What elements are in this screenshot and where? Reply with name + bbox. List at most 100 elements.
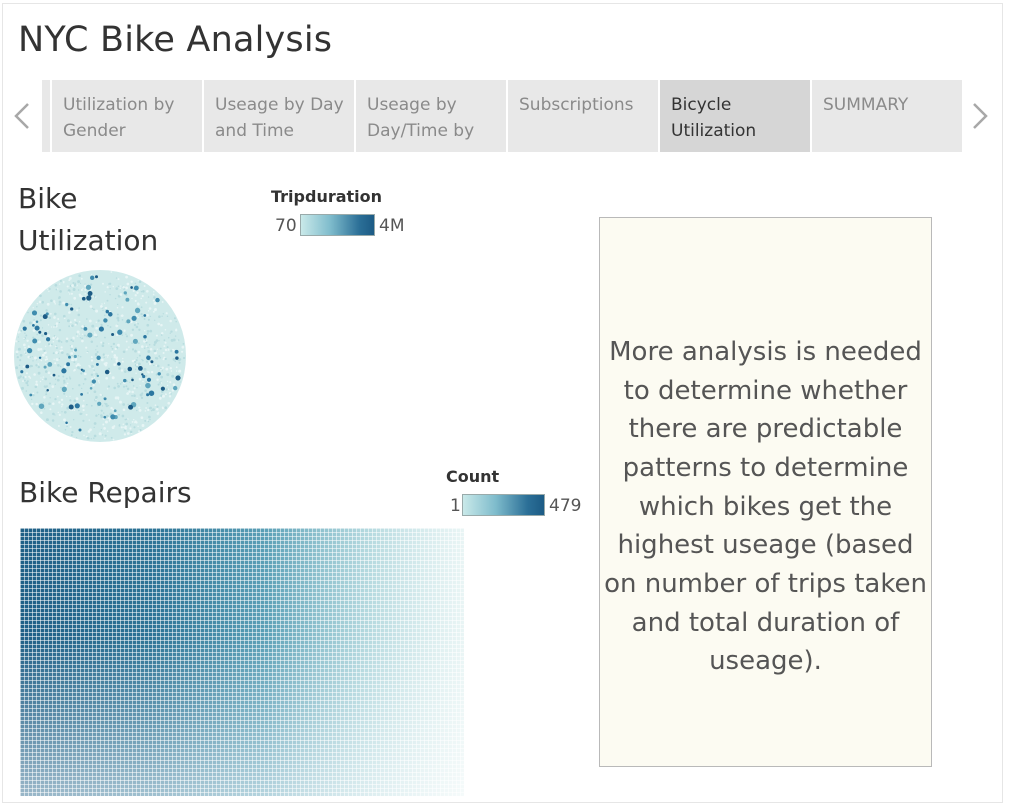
bike-bubble (32, 306, 34, 309)
bike-bubble (41, 378, 44, 381)
bike-bubble (72, 340, 75, 343)
bike-bubble (109, 372, 112, 375)
bike-bubble (43, 408, 46, 410)
bike-bubble (140, 290, 143, 293)
bike-bubble (20, 370, 24, 374)
bike-bubble (146, 370, 149, 373)
bike-bubble (59, 290, 62, 293)
bike-bubble (52, 352, 55, 355)
bike-bubble (35, 383, 39, 387)
bike-bubble (136, 365, 139, 368)
bike-bubble (120, 369, 124, 372)
bike-bubble (155, 357, 159, 360)
bike-bubble (148, 407, 151, 409)
bike-utilization-bubble-chart[interactable] (12, 268, 188, 444)
bike-bubble (35, 402, 38, 406)
bike-bubble (137, 342, 140, 345)
bike-bubble (162, 351, 165, 355)
bike-bubble (30, 398, 33, 401)
bike-bubble (81, 296, 86, 301)
previous-tab-button[interactable] (4, 80, 40, 152)
bike-bubble (138, 408, 142, 412)
bike-bubble (137, 425, 139, 428)
bike-bubble (95, 398, 97, 401)
bike-bubble (173, 385, 178, 391)
bike-bubble (57, 317, 60, 321)
bike-bubble (80, 277, 83, 280)
bike-bubble (68, 325, 71, 328)
bike-bubble (22, 365, 25, 368)
bike-bubble (44, 345, 47, 348)
bike-bubble (46, 302, 50, 306)
bike-bubble (44, 370, 48, 373)
bike-bubble (74, 282, 76, 284)
bike-bubble (107, 367, 111, 370)
bike-bubble (28, 321, 32, 325)
bike-bubble (92, 367, 94, 369)
bike-bubble (170, 393, 172, 395)
bike-bubble (22, 319, 26, 323)
bike-bubble (134, 360, 137, 363)
bike-bubble (105, 414, 109, 418)
bike-bubble (160, 382, 163, 384)
bike-bubble (114, 347, 117, 351)
bike-bubble (71, 409, 73, 411)
tab-useage-by-day-time-by[interactable]: Useage by Day/Time by (356, 80, 506, 152)
bike-bubble (95, 349, 97, 351)
bike-bubble (146, 419, 149, 421)
bike-bubble (73, 399, 77, 403)
bike-bubble (116, 316, 120, 320)
bike-bubble (90, 275, 95, 280)
bike-bubble (171, 374, 175, 378)
tab-scroll-edge (42, 80, 50, 152)
bike-bubble (104, 314, 106, 317)
tab-utilization-by-gender[interactable]: Utilization by Gender (52, 80, 202, 152)
bike-bubble (53, 326, 55, 328)
bike-bubble (126, 282, 130, 286)
bike-bubble (95, 326, 98, 330)
bike-bubble (117, 303, 119, 306)
bike-bubble (125, 321, 127, 324)
next-tab-button[interactable] (962, 80, 998, 152)
bike-bubble (123, 433, 127, 436)
bike-bubble (91, 364, 94, 368)
bike-bubble (77, 280, 81, 284)
bike-bubble (55, 322, 59, 325)
bike-bubble (160, 386, 165, 391)
bike-bubble (29, 393, 33, 397)
bike-bubble (94, 275, 99, 279)
bike-bubble (175, 356, 179, 360)
bike-bubble (100, 323, 103, 327)
bike-bubble (161, 366, 164, 369)
bike-bubble (155, 373, 158, 376)
bike-bubble (37, 365, 41, 369)
bike-bubble (69, 321, 72, 324)
bike-bubble (104, 434, 107, 437)
bike-bubble (110, 436, 113, 439)
bike-bubble (124, 427, 127, 430)
bike-bubble (134, 349, 137, 353)
bike-bubble (152, 293, 155, 296)
bike-bubble (43, 349, 46, 353)
bike-bubble (121, 381, 123, 384)
bike-bubble (130, 280, 133, 283)
tab-bicycle-utilization[interactable]: Bicycle Utilization (660, 80, 810, 152)
bike-bubble (156, 405, 159, 408)
bike-bubble (83, 399, 85, 402)
bike-bubble (160, 368, 162, 371)
tab-useage-by-day-and-time[interactable]: Useage by Day and Time (204, 80, 354, 152)
bike-bubble (73, 337, 75, 340)
bike-bubble (112, 285, 115, 288)
bike-bubble (111, 358, 113, 360)
bike-bubble (155, 407, 159, 411)
bike-bubble (138, 366, 143, 371)
tab-summary[interactable]: SUMMARY (812, 80, 962, 152)
bike-bubble (146, 332, 149, 335)
bike-repairs-heatmap[interactable] (20, 528, 464, 796)
bike-bubble (118, 413, 120, 416)
bike-bubble (157, 372, 161, 376)
bike-bubble (72, 281, 75, 285)
bike-bubble (121, 306, 124, 309)
bike-bubble (122, 385, 126, 388)
tab-subscriptions[interactable]: Subscriptions (508, 80, 658, 152)
